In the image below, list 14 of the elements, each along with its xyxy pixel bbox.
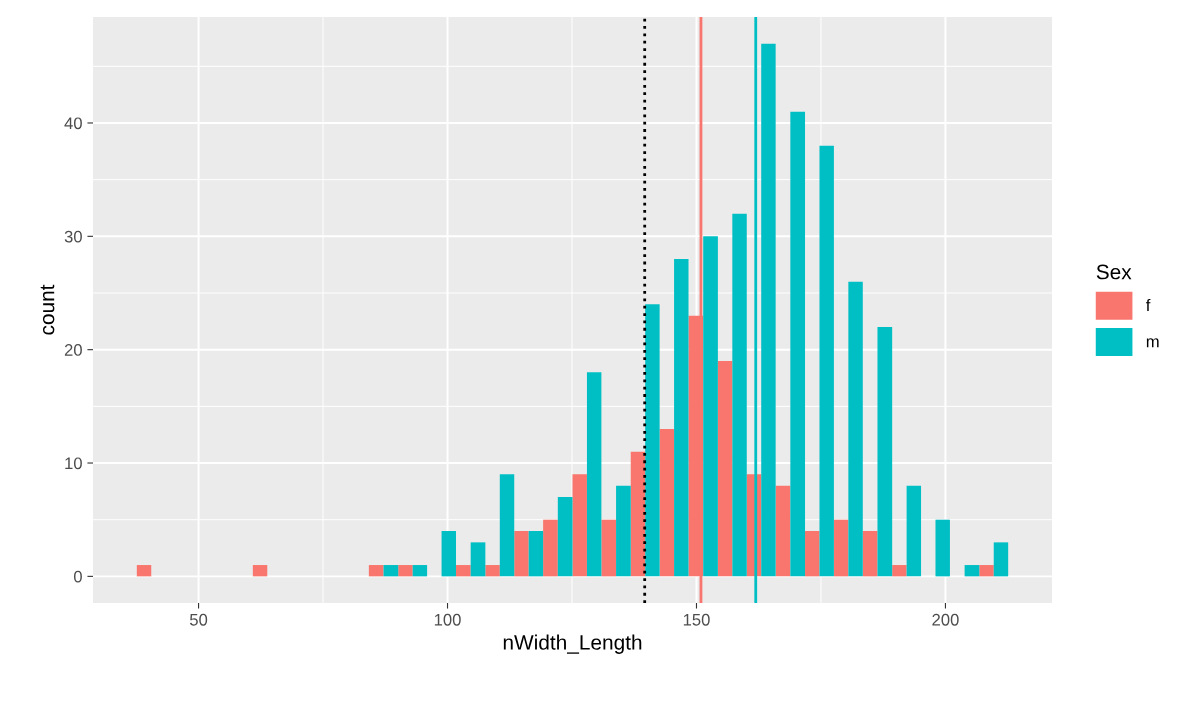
x-tick-label: 100 bbox=[434, 613, 461, 626]
y-tick-label: 40 bbox=[64, 117, 82, 130]
y-tick-label: 10 bbox=[65, 457, 82, 470]
y-tick-label: 0 bbox=[73, 570, 82, 583]
legend-label: f bbox=[1146, 298, 1151, 311]
x-axis-title: nWidth_Length bbox=[503, 634, 642, 654]
x-tick-label: 50 bbox=[189, 613, 208, 626]
y-tick-label: 20 bbox=[64, 344, 82, 356]
y-tick-label: 30 bbox=[64, 230, 82, 243]
legend-label: m bbox=[1146, 338, 1159, 348]
y-axis-title: count bbox=[40, 284, 55, 335]
legend-title: Sex bbox=[1096, 264, 1132, 280]
x-tick-label: 150 bbox=[683, 613, 710, 626]
x-tick-label: 200 bbox=[932, 613, 959, 626]
